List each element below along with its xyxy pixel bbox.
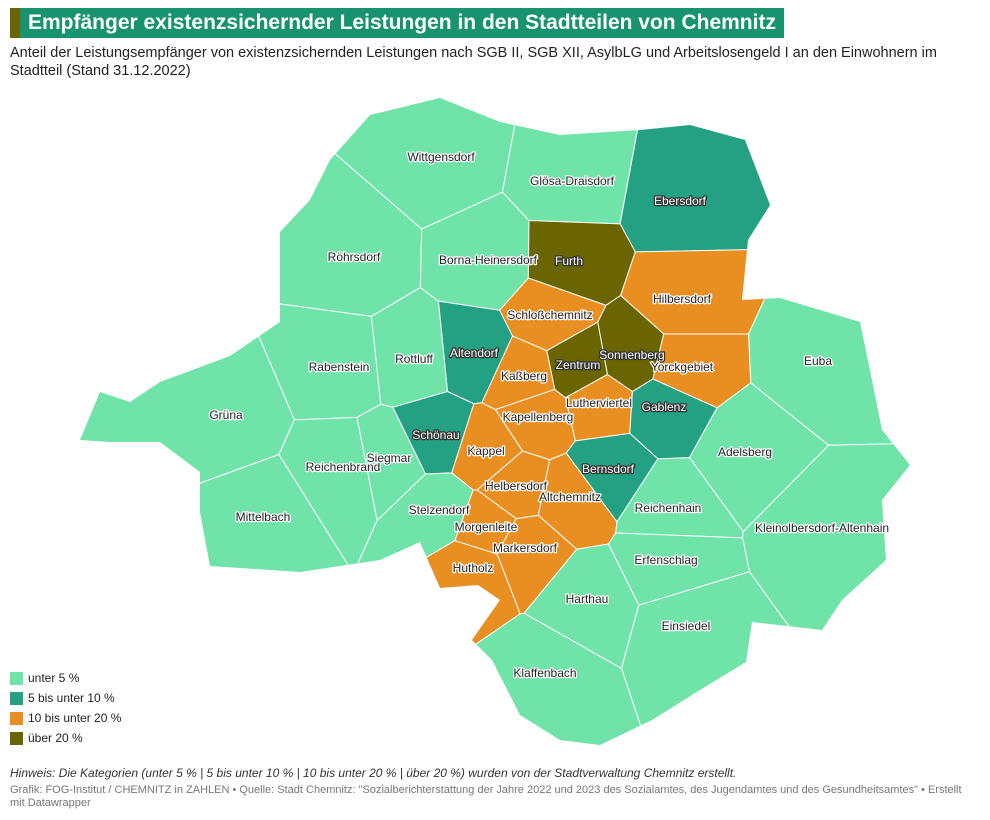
district-label: Schloßchemnitz bbox=[507, 308, 592, 322]
district-label: Rabenstein bbox=[309, 360, 370, 374]
legend-item: unter 5 % bbox=[10, 668, 121, 688]
district-label: Gablenz bbox=[642, 400, 687, 414]
district-label: Glösa-Draisdorf bbox=[530, 174, 615, 188]
district bbox=[619, 98, 910, 253]
district-label: Yorckgebiet bbox=[651, 360, 714, 374]
district-label: Kapellenberg bbox=[503, 410, 574, 424]
district-label: Kleinolbersdorf-Altenhain bbox=[755, 521, 889, 535]
district-label: Altendorf bbox=[450, 346, 499, 360]
district-label: Kappel bbox=[467, 444, 504, 458]
district bbox=[748, 107, 910, 446]
legend-label: 10 bis unter 20 % bbox=[28, 711, 122, 725]
source: Grafik: FOG-Institut / CHEMNITZ in ZAHLE… bbox=[10, 784, 962, 809]
district-label: Reichenhain bbox=[635, 501, 702, 515]
labels: Wittgensdorf Glösa-Draisdorf Ebersdorf Röhr… bbox=[208, 149, 890, 682]
district-label: Siegmar bbox=[367, 451, 412, 465]
legend-swatch bbox=[10, 711, 23, 725]
subtitle: Anteil der Leistungsempfänger von existe… bbox=[10, 45, 937, 79]
district-label: Adelsberg bbox=[718, 445, 772, 459]
legend-label: unter 5 % bbox=[28, 671, 80, 685]
legend-item: 10 bis unter 20 % bbox=[10, 708, 121, 728]
district-label: Morgenleite bbox=[455, 520, 518, 534]
district bbox=[620, 571, 894, 745]
district-label: Helbersdorf bbox=[485, 479, 548, 493]
district-label: Klaffenbach bbox=[513, 666, 576, 680]
district-label: Reichenbrand bbox=[306, 460, 381, 474]
legend-label: 5 bis unter 10 % bbox=[28, 691, 115, 705]
legend: unter 5 % 5 bis unter 10 % 10 bis unter 20… bbox=[10, 668, 121, 748]
district-label: Mittelbach bbox=[236, 510, 291, 524]
district-label: Borna-Heinersdorf bbox=[439, 253, 538, 267]
district-label: Zentrum bbox=[556, 358, 601, 372]
district bbox=[80, 98, 423, 317]
district-label: Stelzendorf bbox=[409, 503, 470, 517]
district-label: Lutherviertel bbox=[566, 396, 632, 410]
district-label: Kaßberg bbox=[501, 369, 547, 383]
legend-swatch bbox=[10, 731, 23, 745]
district-label: Markersdorf bbox=[493, 541, 558, 555]
note: Hinweis: Die Kategorien (unter 5 % | 5 b… bbox=[10, 766, 737, 780]
district-label: Wittgensdorf bbox=[407, 150, 475, 164]
district-label: Schönau bbox=[412, 428, 459, 442]
legend-swatch bbox=[10, 671, 23, 685]
district-label: Furth bbox=[555, 254, 583, 268]
districts bbox=[80, 98, 910, 745]
district-label: Erfenschlag bbox=[634, 553, 697, 567]
legend-item: 5 bis unter 10 % bbox=[10, 688, 121, 708]
district-label: Grüna bbox=[209, 408, 243, 422]
district-label: Hilbersdorf bbox=[653, 292, 712, 306]
district-label: Rottluff bbox=[395, 352, 433, 366]
legend-label: über 20 % bbox=[28, 731, 83, 745]
district-label: Ebersdorf bbox=[654, 194, 707, 208]
title: Empfänger existenzsichernder Leistungen … bbox=[10, 8, 784, 38]
district-label: Euba bbox=[804, 354, 832, 368]
district-label: Einsiedel bbox=[662, 619, 711, 633]
district-label: Hutholz bbox=[453, 561, 494, 575]
district-label: Röhrsdorf bbox=[328, 250, 381, 264]
district-label: Bernsdorf bbox=[582, 462, 635, 476]
legend-swatch bbox=[10, 691, 23, 705]
district-label: Harthau bbox=[566, 592, 609, 606]
district-label: Altchemnitz bbox=[539, 490, 601, 504]
district-label: Sonnenberg bbox=[599, 348, 664, 362]
legend-item: über 20 % bbox=[10, 728, 121, 748]
